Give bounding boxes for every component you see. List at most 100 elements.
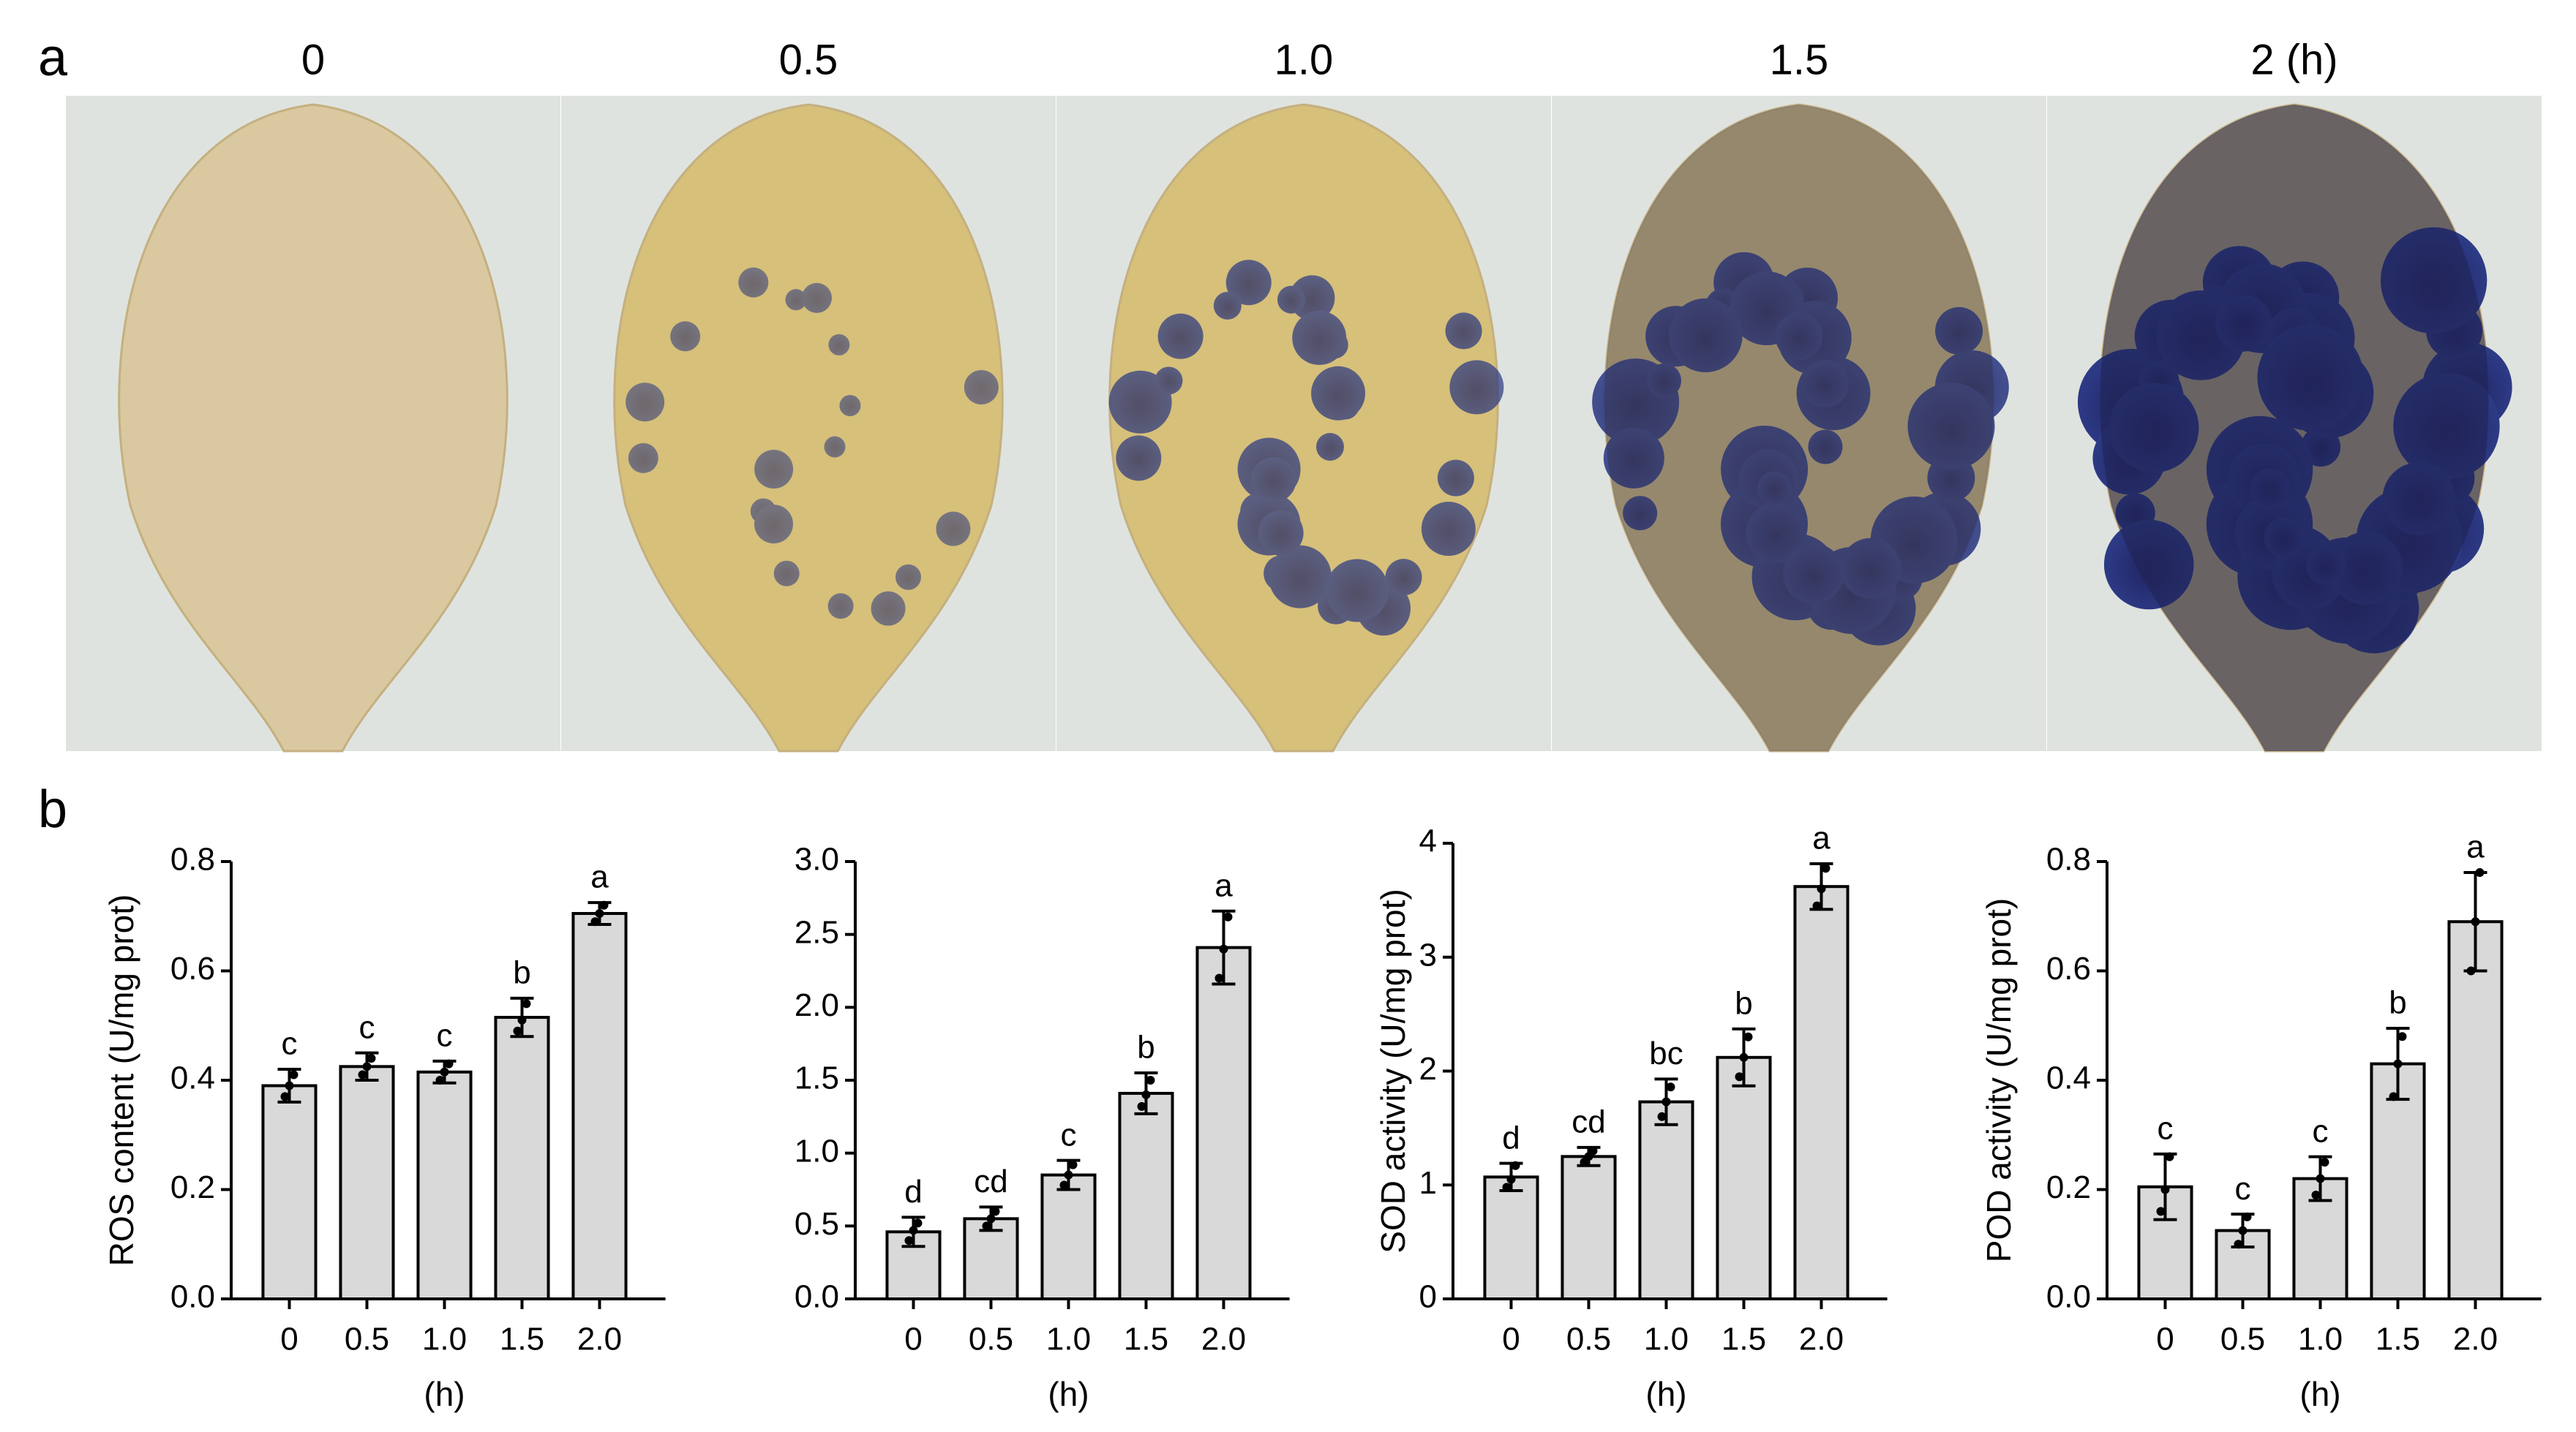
time-label: 1.5 (1770, 36, 1829, 83)
data-point (2156, 1207, 2166, 1216)
x-axis-title: (h) (424, 1375, 465, 1413)
data-point (2242, 1212, 2252, 1221)
significance-letter: a (1214, 867, 1233, 903)
data-point (2165, 1152, 2174, 1161)
data-point (2234, 1240, 2243, 1249)
stain-spot (1316, 433, 1344, 461)
significance-letter: a (590, 859, 609, 895)
stain-spot (628, 442, 658, 473)
data-point (2238, 1226, 2248, 1235)
stain-spot (1157, 313, 1203, 359)
y-tick-label: 0.2 (2046, 1169, 2091, 1205)
bar-chart: 0.0 0.2 0.4 0.6 0.8 ROS content (U/mg prot) 0 c… (102, 842, 666, 1413)
bar-chart: 0.0 0.2 0.4 0.6 0.8 POD activity (U/mg prot) 0… (1980, 829, 2542, 1413)
bar (2370, 1062, 2426, 1300)
significance-letter: c (2235, 1171, 2251, 1207)
data-point (590, 917, 600, 927)
data-point (1068, 1160, 1078, 1169)
data-point (280, 1092, 290, 1101)
y-tick-label: 2.5 (795, 914, 839, 950)
data-point (1214, 973, 1224, 983)
stain (2077, 105, 2512, 751)
y-tick-label: 2 (1419, 1051, 1437, 1087)
stain-spot (1603, 427, 1664, 489)
stain-spot (754, 505, 794, 544)
data-point (1821, 864, 1830, 873)
y-tick-label: 0.5 (795, 1206, 839, 1242)
stain-spot (1277, 285, 1305, 314)
stain-spot (1668, 298, 1743, 372)
data-point (440, 1067, 449, 1077)
data-point (2160, 1185, 2170, 1194)
x-tick-label: 2.0 (1201, 1322, 1246, 1357)
stain-spot (1154, 366, 1183, 395)
data-point (1141, 1090, 1151, 1099)
x-tick-label: 1.5 (1124, 1322, 1168, 1357)
significance-letter: c (282, 1026, 298, 1062)
charts: 0.0 0.2 0.4 0.6 0.8 ROS content (U/mg prot) 0 c… (102, 821, 2542, 1413)
stain-spot (626, 383, 665, 422)
y-tick-label: 0.0 (795, 1279, 839, 1315)
data-point (913, 1218, 923, 1228)
data-point (1735, 1072, 1744, 1082)
time-label: 0.5 (779, 36, 838, 83)
x-tick-label: 1.0 (1046, 1322, 1091, 1357)
data-point (599, 900, 609, 910)
significance-letter: d (904, 1174, 922, 1210)
x-axis-title: (h) (1645, 1375, 1686, 1413)
stain-spot (773, 560, 800, 587)
stain-spot (1449, 360, 1504, 415)
stain-spot (1757, 471, 1792, 506)
time-label: 1.0 (1274, 36, 1334, 83)
bar (1118, 1091, 1174, 1300)
y-tick-label: 4 (1419, 824, 1437, 859)
stain-spot (1311, 366, 1366, 421)
data-point (1506, 1175, 1516, 1184)
stain-spot (1213, 291, 1242, 320)
significance-letter: c (1061, 1117, 1077, 1153)
stain-spot (738, 267, 769, 298)
panel-label: b (38, 780, 67, 839)
data-point (444, 1059, 454, 1069)
stain-spot (1437, 459, 1474, 497)
stain-spot (1907, 383, 1995, 470)
x-axis-title: (h) (1048, 1375, 1089, 1413)
x-tick-label: 0.5 (2220, 1322, 2265, 1357)
data-point (1219, 944, 1228, 954)
time-label: 0 (301, 36, 325, 83)
stain-spot (1646, 363, 1681, 398)
y-tick-label: 1.5 (795, 1060, 839, 1096)
stain-spot (1808, 429, 1843, 464)
data-point (2397, 1032, 2407, 1041)
stain-spot (1292, 311, 1347, 366)
y-tick-label: 1.0 (795, 1133, 839, 1169)
x-tick-label: 1.0 (422, 1322, 467, 1357)
data-point (1812, 901, 1822, 911)
data-point (513, 1026, 522, 1036)
bar-chart: 0.0 0.5 1.0 1.5 2.0 2.5 3.0 0 d 0.5 cd 1.0 c 1.5 b 2.0 a… (795, 842, 1290, 1413)
y-tick-label: 0.4 (2046, 1060, 2091, 1096)
bar (261, 1084, 318, 1300)
data-point (1666, 1082, 1675, 1092)
data-point (1511, 1161, 1520, 1170)
time-label: 2 (h) (2250, 36, 2337, 83)
data-point (2320, 1158, 2329, 1167)
y-tick-label: 2.0 (795, 987, 839, 1023)
stain (626, 267, 999, 626)
data-point (2389, 1092, 2398, 1101)
x-tick-label: 1.5 (500, 1322, 544, 1357)
bar (494, 1016, 550, 1300)
leaf (118, 103, 508, 753)
stain-spot (670, 321, 701, 352)
data-point (1223, 912, 1233, 922)
stain-spot (801, 282, 832, 313)
x-tick-label: 1.5 (2376, 1322, 2420, 1357)
significance-letter: b (1735, 985, 1752, 1021)
significance-letter: c (2313, 1113, 2329, 1149)
stain-spot (1800, 360, 1849, 408)
data-point (2475, 867, 2485, 877)
stain-spot (827, 593, 854, 619)
bar (1483, 1175, 1539, 1301)
